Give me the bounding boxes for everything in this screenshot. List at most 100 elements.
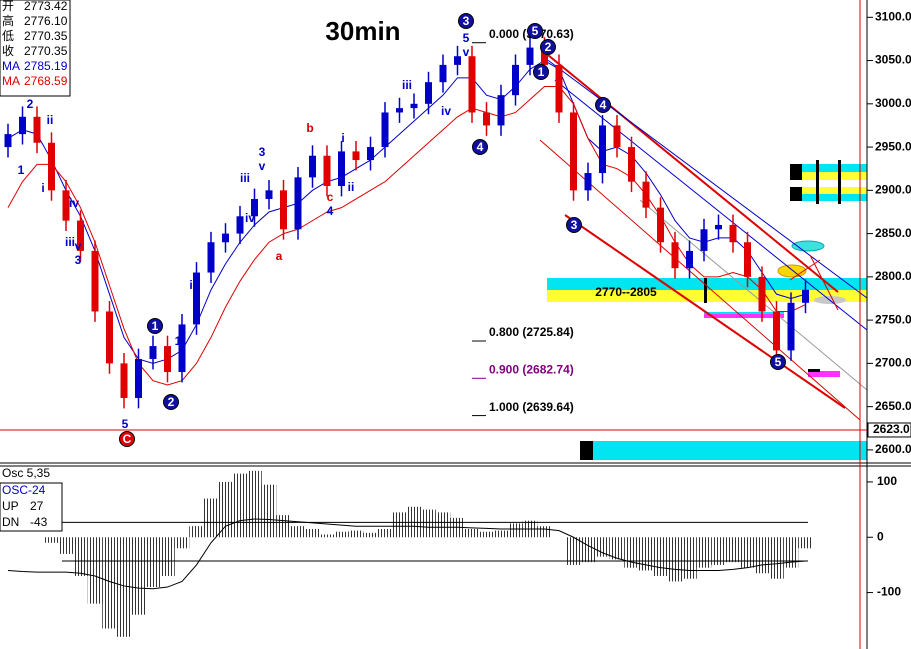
zone-marker: [816, 160, 819, 204]
zone-bar: [790, 187, 867, 194]
candle-body: [512, 64, 519, 96]
wave-label: v: [463, 45, 470, 59]
legend-value: -43: [30, 515, 48, 529]
legend-label: MA: [2, 74, 20, 88]
osc-bar: [261, 484, 277, 538]
fib-label: 0.900 (2682.74): [489, 362, 574, 376]
candle-body: [715, 224, 722, 230]
osc-bar: [464, 528, 480, 538]
osc-bar: [218, 481, 233, 538]
candle-body: [570, 112, 577, 191]
zone-bar: [580, 441, 867, 460]
osc-bar: [116, 537, 132, 637]
zone-marker: [838, 160, 841, 204]
y-tick-label: 3000.0: [875, 96, 911, 110]
zone-marker: [580, 441, 593, 460]
candle-body: [352, 151, 360, 161]
wave-label: i: [41, 181, 44, 195]
zone-marker: [790, 187, 802, 201]
channel-line: [639, 199, 868, 391]
candle-body: [686, 250, 693, 269]
osc-bar: [276, 515, 291, 538]
candle-body: [396, 108, 403, 113]
channel-line: [789, 259, 821, 281]
candle-body: [193, 272, 200, 325]
osc-bar: [769, 537, 784, 579]
osc-bar: [740, 537, 755, 568]
legend-label: 高: [2, 13, 14, 28]
osc-bar: [73, 537, 88, 576]
y-tick-label: 3100.0: [875, 9, 911, 23]
candle-body: [338, 151, 345, 187]
candle-body: [483, 112, 490, 126]
wave-label: v: [259, 159, 266, 173]
wave-label: iii: [65, 235, 75, 249]
wave-label: 4: [477, 140, 484, 154]
wave-label: 2: [179, 349, 186, 363]
wave-label: ii: [193, 292, 200, 306]
wave-label: 3: [259, 145, 266, 159]
legend-value: 2768.59: [24, 74, 68, 88]
legend-label: MA: [2, 59, 20, 73]
osc-bar: [595, 537, 610, 557]
y-tick-label: 2850.0: [875, 226, 911, 240]
candle-body: [787, 302, 795, 351]
osc-bar: [609, 537, 625, 560]
candle-body: [541, 47, 548, 65]
osc-bar: [580, 537, 596, 563]
y-tick-label: 0: [877, 529, 884, 543]
wave-circle: [595, 97, 611, 113]
panel-title: Osc 5,35: [2, 466, 50, 480]
candle-body: [77, 220, 84, 251]
osc-bar: [87, 537, 103, 604]
osc-bar: [435, 512, 451, 538]
wave-label: i: [341, 131, 344, 145]
candle-body: [628, 147, 635, 182]
chart-title: 30min: [325, 16, 400, 46]
wave-circle: [458, 13, 474, 29]
candle-body: [744, 242, 751, 277]
wave-label: 2: [168, 395, 175, 409]
osc-bar: [232, 473, 248, 538]
candle-body: [309, 155, 316, 178]
candle-body: [439, 64, 447, 83]
candle-body: [657, 207, 664, 243]
wave-label: 2: [27, 97, 34, 111]
wave-label: 5: [122, 417, 129, 431]
candle-body: [497, 95, 505, 126]
osc-bar: [203, 498, 219, 538]
osc-bar: [754, 537, 770, 574]
wave-label: a: [276, 249, 283, 263]
wave-circle: [163, 394, 179, 410]
osc-bar: [44, 537, 59, 543]
wave-circle: [472, 139, 488, 155]
legend-label: 收: [2, 44, 14, 58]
wave-label: iii: [240, 171, 250, 185]
osc-bar: [160, 537, 175, 576]
wave-label: 5: [775, 355, 782, 369]
zone-marker: [704, 278, 707, 303]
osc-bar: [566, 537, 581, 565]
osc-bar: [798, 537, 813, 549]
legend-value: 2770.35: [24, 44, 68, 58]
osc-bar: [682, 537, 697, 579]
candle-body: [599, 125, 606, 174]
candle-body: [671, 242, 679, 269]
osc-bar: [363, 532, 378, 538]
osc-bar: [667, 537, 683, 582]
osc-bar: [421, 509, 436, 538]
osc-bar: [145, 537, 161, 588]
wave-label: 1: [152, 319, 159, 333]
osc-bar: [696, 537, 712, 568]
zone-bar: [790, 164, 867, 172]
candle-body: [802, 289, 809, 303]
candle-body: [33, 116, 41, 143]
channel-line: [539, 139, 861, 421]
wave-circle: [770, 354, 786, 370]
zone-bar: [704, 312, 784, 314]
osc-bar: [174, 537, 190, 549]
wave-label: 2: [545, 40, 552, 54]
osc-bar: [348, 530, 364, 538]
wave-circle: [533, 64, 549, 80]
